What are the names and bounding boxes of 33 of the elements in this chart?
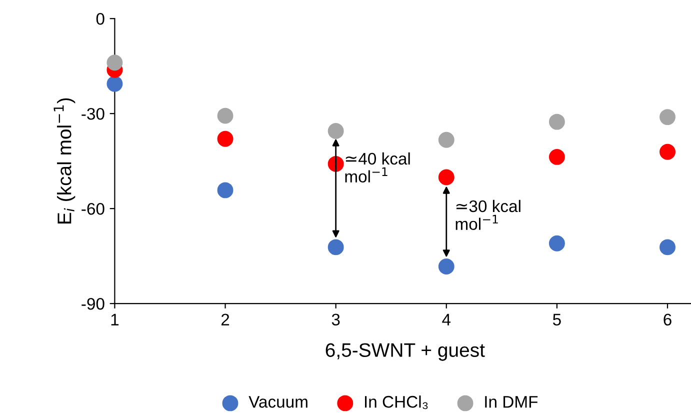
annotation: ≃30 kcal mol$^{−1}$ <box>456 200 520 230</box>
point <box>106 54 123 71</box>
annotation: ≃40 kcal mol$^{−1}$ <box>345 152 410 182</box>
point <box>548 148 565 165</box>
point <box>438 132 454 148</box>
x-tick-label: 1 <box>111 314 119 326</box>
x-tick-label: 6 <box>664 314 672 326</box>
y-axis-title: E$_{i}$ (kcal mol$^{−1}$) <box>54 98 76 224</box>
y-tick-label: -30 <box>82 108 104 120</box>
point <box>438 258 454 274</box>
x-tick-label: 3 <box>332 314 340 326</box>
point <box>106 76 123 92</box>
point <box>660 144 676 160</box>
x-axis-title: 6,5-SWNT + guest <box>326 343 485 361</box>
point <box>548 114 565 130</box>
x-tick-label: 5 <box>552 314 561 326</box>
point <box>217 182 234 198</box>
point <box>660 109 676 126</box>
legend-label: Vacuum <box>248 396 308 408</box>
y-tick-label: -60 <box>82 202 104 215</box>
x-tick-label: 2 <box>221 314 230 326</box>
point <box>548 235 565 252</box>
legend-label: In CHCl₃ <box>365 395 428 410</box>
point <box>438 169 454 186</box>
point <box>328 123 344 139</box>
point <box>217 130 234 147</box>
y-tick-label: -90 <box>82 298 104 310</box>
point <box>328 239 344 256</box>
y-tick-label: 0 <box>96 12 104 25</box>
point <box>217 108 234 124</box>
x-tick-label: 4 <box>442 314 451 326</box>
point <box>660 239 676 256</box>
legend-label: In DMF <box>485 396 538 408</box>
